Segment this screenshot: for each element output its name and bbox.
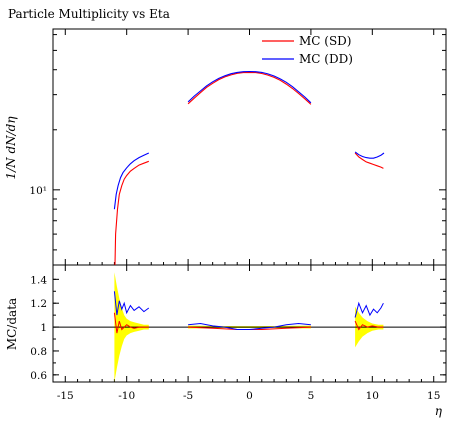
x-tick-label: -15 bbox=[57, 390, 74, 402]
ratio-y-tick-label: 1.4 bbox=[30, 274, 47, 286]
ratio-line-dd-segment-2 bbox=[354, 301, 384, 318]
ratio-line-dd-segment-1 bbox=[188, 322, 311, 330]
main-y-tick-label: 10¹ bbox=[29, 185, 47, 197]
x-tick-label: 15 bbox=[427, 390, 440, 402]
main-line-dd-segment-0 bbox=[113, 152, 150, 210]
x-tick-label: 0 bbox=[246, 390, 253, 402]
ratio-y-tick-label: 0.6 bbox=[30, 370, 47, 382]
ratio-line-sd-segment-0 bbox=[113, 312, 149, 334]
x-tick-label: 10 bbox=[366, 390, 379, 402]
ratio-series-group bbox=[113, 291, 384, 334]
main-series-group bbox=[113, 70, 385, 265]
legend: MC (SD) MC (DD) bbox=[262, 34, 353, 66]
main-line-dd-segment-2 bbox=[354, 151, 385, 159]
ratio-axis-ticks: -15 -10 -5 0 5 10 15 0.6 0.8 1 1.2 1.4 bbox=[30, 265, 446, 402]
x-tick-label: 5 bbox=[308, 390, 315, 402]
main-line-sd-segment-2 bbox=[354, 152, 384, 169]
ratio-line-dd-segment-0 bbox=[113, 291, 150, 316]
main-line-dd-segment-1 bbox=[187, 70, 312, 104]
main-line-sd-segment-0 bbox=[114, 160, 149, 265]
x-tick-label: -5 bbox=[183, 390, 193, 402]
x-axis-label: η bbox=[435, 404, 443, 418]
ratio-line-sd-segment-2 bbox=[354, 320, 384, 331]
ratio-y-axis-label: MC/data bbox=[5, 298, 19, 350]
ratio-y-tick-label: 0.8 bbox=[30, 346, 47, 358]
legend-label-sd: MC (SD) bbox=[299, 34, 352, 48]
ratio-plot-frame bbox=[52, 264, 447, 383]
main-plot-frame bbox=[52, 28, 447, 266]
ratio-y-tick-label: 1 bbox=[40, 322, 47, 334]
main-axis-ticks: 10¹ bbox=[29, 29, 446, 265]
x-tick-label: -10 bbox=[118, 390, 135, 402]
ratio-y-tick-label: 1.2 bbox=[30, 298, 47, 310]
main-line-sd-segment-1 bbox=[187, 71, 312, 105]
chart-title: Particle Multiplicity vs Eta bbox=[8, 7, 170, 21]
main-y-axis-label: 1/N dN/dη bbox=[4, 116, 18, 180]
legend-label-dd: MC (DD) bbox=[299, 52, 353, 66]
